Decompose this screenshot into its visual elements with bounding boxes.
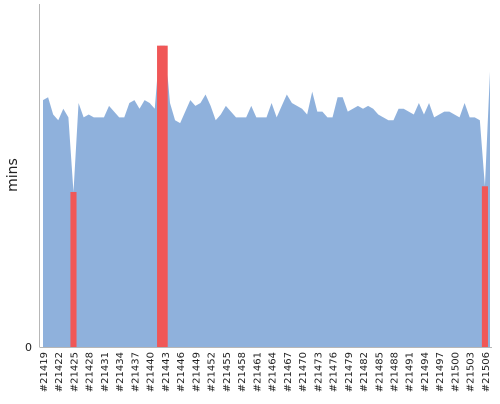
x-tick-label: #21503	[466, 352, 477, 392]
axes	[39, 4, 492, 348]
x-tick-label: #21494	[420, 352, 431, 392]
x-tick-label: #21470	[298, 352, 309, 392]
x-tick-label: #21431	[100, 352, 111, 392]
highlight-bar	[157, 45, 168, 348]
x-tick-label: #21443	[161, 352, 172, 392]
x-tick-labels: #21419 #21422 #21425 #21428 #21431 #21434 #214…	[39, 352, 492, 392]
y-axis-label: mins	[5, 158, 21, 192]
x-tick-label: #21422	[54, 352, 65, 392]
x-tick-label: #21485	[374, 352, 385, 392]
x-tick-label: #21461	[252, 352, 263, 392]
highlight-bar	[481, 186, 488, 347]
x-tick-label: #21497	[435, 352, 446, 392]
highlight-bar	[70, 192, 77, 347]
x-tick-label: #21488	[389, 352, 400, 392]
x-tick-label: #21464	[268, 352, 279, 392]
x-tick-label: #21428	[85, 352, 96, 392]
y-tick-label: 0	[25, 341, 32, 354]
x-tick-label: #21482	[359, 352, 370, 392]
x-tick-label: #21458	[237, 352, 248, 392]
plot-area	[43, 45, 490, 348]
x-tick-label: #21425	[69, 352, 80, 392]
x-tick-label: #21434	[115, 352, 126, 392]
x-tick-label: #21500	[450, 352, 461, 392]
x-tick-label: #21440	[146, 352, 157, 392]
x-tick-label: #21476	[329, 352, 340, 392]
y-tick-labels: 0	[25, 341, 32, 354]
x-tick-label: #21473	[313, 352, 324, 392]
x-tick-label: #21506	[481, 352, 492, 392]
x-tick-label: #21449	[191, 352, 202, 392]
x-tick-label: #21419	[39, 352, 50, 392]
x-tick-label: #21455	[222, 352, 233, 392]
area-series	[43, 45, 490, 348]
x-tick-label: #21467	[283, 352, 294, 392]
x-tick-label: #21479	[344, 352, 355, 392]
x-tick-label: #21437	[130, 352, 141, 392]
x-tick-label: #21446	[176, 352, 187, 392]
x-tick-label: #21452	[207, 352, 218, 392]
x-tick-label: #21491	[405, 352, 416, 392]
